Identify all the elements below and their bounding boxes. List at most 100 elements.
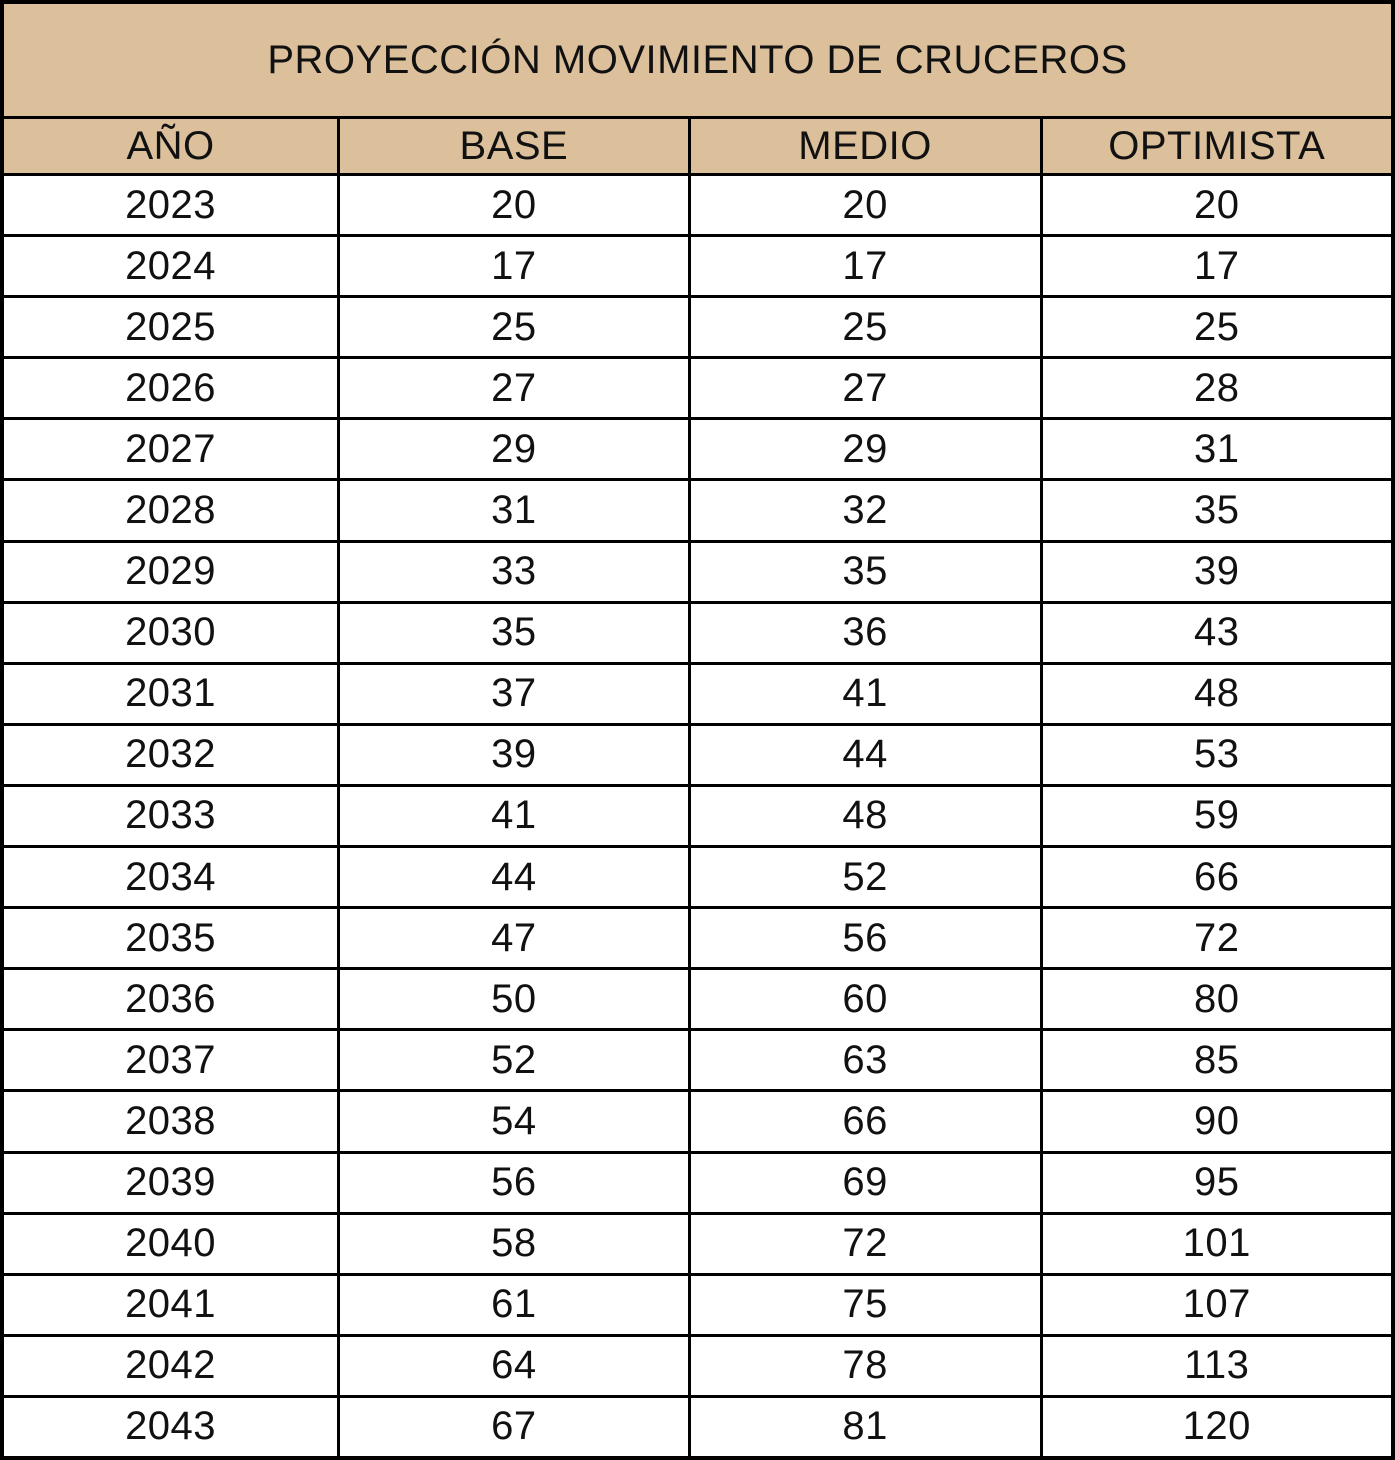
- column-header-ano: AÑO: [0, 116, 341, 176]
- year-cell: 2026: [0, 356, 341, 421]
- optimista-cell: 107: [1039, 1272, 1395, 1337]
- year-cell: 2027: [0, 417, 341, 482]
- base-cell: 52: [337, 1028, 691, 1093]
- base-cell: 33: [337, 539, 691, 604]
- year-cell: 2040: [0, 1211, 341, 1276]
- table-body: 2023 20 20 20 2024 17 17 17 2025 25 25 25 2026 27 27 28…: [0, 172, 1395, 1460]
- optimista-cell: 85: [1039, 1028, 1395, 1093]
- table-row: 2034 44 52 66: [0, 845, 1395, 910]
- year-cell: 2031: [0, 661, 341, 726]
- year-cell: 2033: [0, 783, 341, 849]
- base-cell: 41: [337, 783, 691, 849]
- year-cell: 2035: [0, 906, 341, 971]
- column-header-medio: MEDIO: [687, 116, 1043, 176]
- base-cell: 58: [337, 1211, 691, 1276]
- base-cell: 67: [337, 1394, 691, 1460]
- optimista-cell: 95: [1039, 1150, 1395, 1215]
- base-cell: 25: [337, 295, 691, 360]
- year-cell: 2036: [0, 967, 341, 1032]
- medio-cell: 60: [687, 967, 1043, 1032]
- optimista-cell: 53: [1039, 722, 1395, 787]
- year-cell: 2043: [0, 1394, 341, 1460]
- optimista-cell: 43: [1039, 600, 1395, 665]
- base-cell: 37: [337, 661, 691, 726]
- medio-cell: 52: [687, 845, 1043, 910]
- table-row: 2042 64 78 113: [0, 1333, 1395, 1398]
- optimista-cell: 101: [1039, 1211, 1395, 1276]
- table-row: 2028 31 32 35: [0, 478, 1395, 543]
- medio-cell: 75: [687, 1272, 1043, 1337]
- year-cell: 2039: [0, 1150, 341, 1215]
- year-cell: 2041: [0, 1272, 341, 1337]
- optimista-cell: 20: [1039, 172, 1395, 238]
- medio-cell: 48: [687, 783, 1043, 849]
- column-header-row: AÑO BASE MEDIO OPTIMISTA: [0, 116, 1395, 176]
- table-row: 2032 39 44 53: [0, 722, 1395, 787]
- optimista-cell: 28: [1039, 356, 1395, 421]
- optimista-cell: 90: [1039, 1089, 1395, 1154]
- optimista-cell: 72: [1039, 906, 1395, 971]
- optimista-cell: 120: [1039, 1394, 1395, 1460]
- base-cell: 61: [337, 1272, 691, 1337]
- medio-cell: 27: [687, 356, 1043, 421]
- base-cell: 47: [337, 906, 691, 971]
- table-row: 2027 29 29 31: [0, 417, 1395, 482]
- year-cell: 2029: [0, 539, 341, 604]
- table-row: 2035 47 56 72: [0, 906, 1395, 971]
- table-title: PROYECCIÓN MOVIMIENTO DE CRUCEROS: [0, 0, 1395, 119]
- optimista-cell: 80: [1039, 967, 1395, 1032]
- medio-cell: 17: [687, 234, 1043, 299]
- table-row: 2029 33 35 39: [0, 539, 1395, 604]
- medio-cell: 32: [687, 478, 1043, 543]
- table-row: 2026 27 27 28: [0, 356, 1395, 421]
- base-cell: 31: [337, 478, 691, 543]
- year-cell: 2028: [0, 478, 341, 543]
- optimista-cell: 17: [1039, 234, 1395, 299]
- medio-cell: 72: [687, 1211, 1043, 1276]
- base-cell: 44: [337, 845, 691, 910]
- year-cell: 2025: [0, 295, 341, 360]
- base-cell: 27: [337, 356, 691, 421]
- medio-cell: 66: [687, 1089, 1043, 1154]
- medio-cell: 81: [687, 1394, 1043, 1460]
- table-row: 2025 25 25 25: [0, 295, 1395, 360]
- medio-cell: 69: [687, 1150, 1043, 1215]
- medio-cell: 78: [687, 1333, 1043, 1398]
- optimista-cell: 66: [1039, 845, 1395, 910]
- optimista-cell: 35: [1039, 478, 1395, 543]
- base-cell: 54: [337, 1089, 691, 1154]
- table-row: 2040 58 72 101: [0, 1211, 1395, 1276]
- medio-cell: 44: [687, 722, 1043, 787]
- year-cell: 2042: [0, 1333, 341, 1398]
- table-row: 2043 67 81 120: [0, 1394, 1395, 1460]
- table-row: 2031 37 41 48: [0, 661, 1395, 726]
- medio-cell: 20: [687, 172, 1043, 238]
- optimista-cell: 113: [1039, 1333, 1395, 1398]
- year-cell: 2034: [0, 845, 341, 910]
- table-row: 2024 17 17 17: [0, 234, 1395, 299]
- base-cell: 35: [337, 600, 691, 665]
- table-row: 2023 20 20 20: [0, 172, 1395, 238]
- year-cell: 2023: [0, 172, 341, 238]
- base-cell: 17: [337, 234, 691, 299]
- table-head: PROYECCIÓN MOVIMIENTO DE CRUCEROS AÑO BA…: [0, 0, 1395, 176]
- base-cell: 56: [337, 1150, 691, 1215]
- medio-cell: 35: [687, 539, 1043, 604]
- column-header-base: BASE: [337, 116, 691, 176]
- table-row: 2039 56 69 95: [0, 1150, 1395, 1215]
- medio-cell: 36: [687, 600, 1043, 665]
- base-cell: 39: [337, 722, 691, 787]
- title-row: PROYECCIÓN MOVIMIENTO DE CRUCEROS: [0, 0, 1395, 119]
- base-cell: 20: [337, 172, 691, 238]
- column-header-optimista: OPTIMISTA: [1039, 116, 1395, 176]
- year-cell: 2032: [0, 722, 341, 787]
- year-cell: 2038: [0, 1089, 341, 1154]
- medio-cell: 63: [687, 1028, 1043, 1093]
- year-cell: 2024: [0, 234, 341, 299]
- table-row: 2041 61 75 107: [0, 1272, 1395, 1337]
- optimista-cell: 48: [1039, 661, 1395, 726]
- optimista-cell: 31: [1039, 417, 1395, 482]
- medio-cell: 29: [687, 417, 1043, 482]
- medio-cell: 41: [687, 661, 1043, 726]
